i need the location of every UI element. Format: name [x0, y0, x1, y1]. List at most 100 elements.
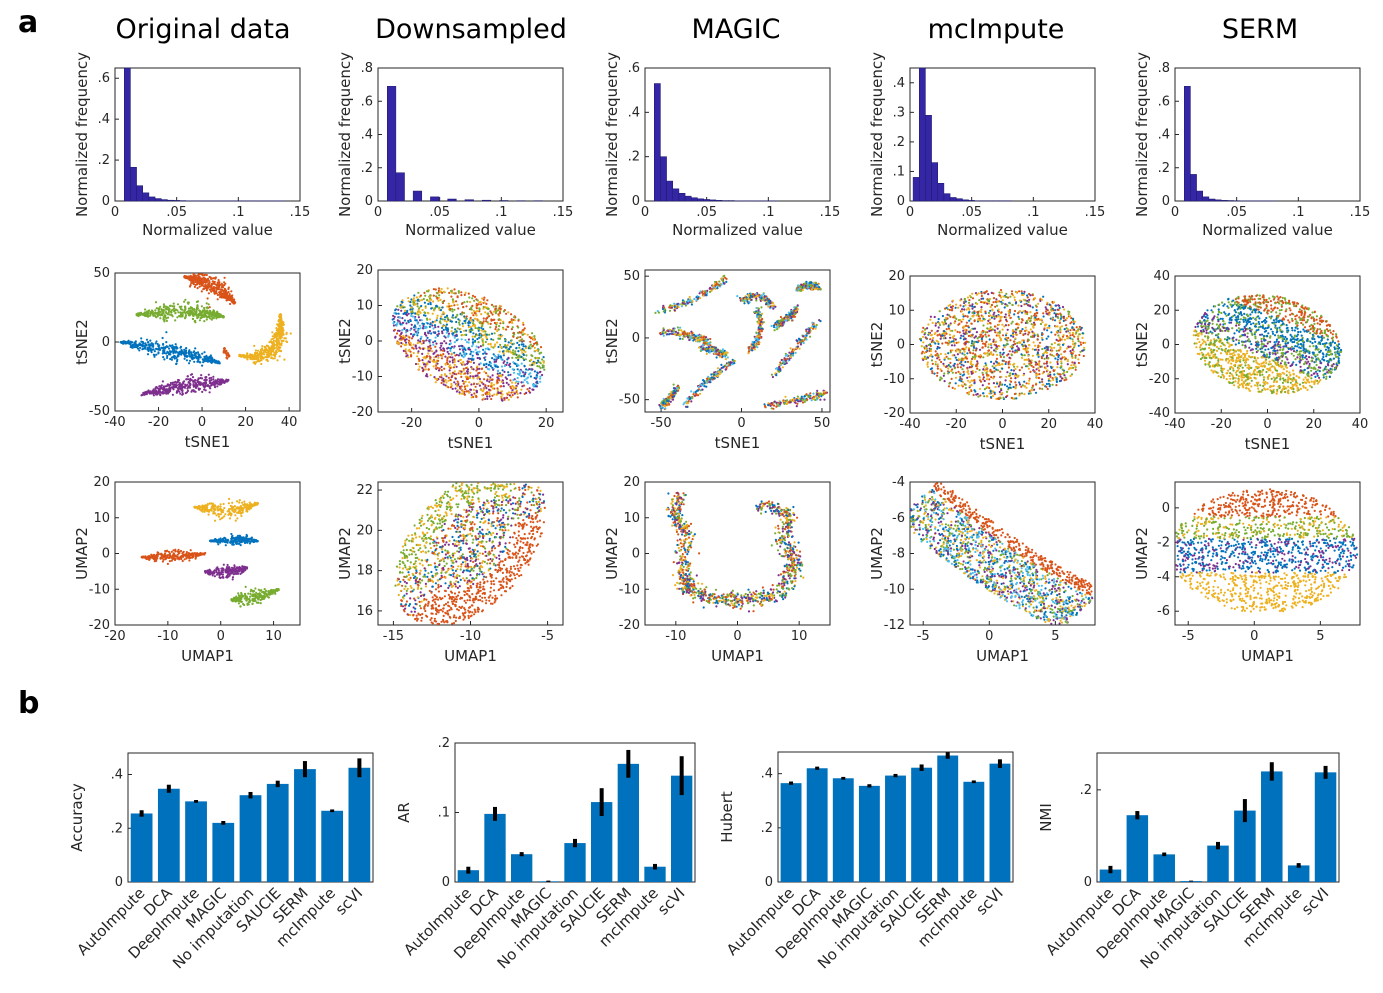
scatter-point — [203, 309, 206, 312]
scatter-point — [771, 302, 775, 305]
scatter-point — [434, 345, 437, 348]
scatter-point — [517, 326, 520, 329]
histogram-bar — [949, 197, 957, 202]
scatter-point — [516, 376, 519, 380]
scatter-point — [534, 341, 537, 345]
scatter-point — [760, 336, 763, 339]
scatter-point — [183, 348, 186, 351]
scatter-point — [161, 380, 164, 383]
scatter-point — [225, 378, 228, 381]
scatter-point — [517, 380, 520, 383]
scatter-point — [454, 387, 457, 390]
scatter-point — [500, 398, 503, 401]
scatter-point — [459, 358, 462, 361]
scatter-point — [504, 346, 508, 349]
scatter-point — [702, 294, 705, 297]
scatter-point — [459, 372, 462, 376]
scatter-point — [257, 356, 260, 359]
scatter-point — [212, 375, 215, 378]
scatter-point — [443, 373, 447, 376]
scatter-point — [498, 325, 501, 328]
scatter-point — [784, 359, 787, 362]
scatter-point — [168, 309, 171, 312]
x-tick-label: .05 — [429, 205, 450, 220]
scatter-point — [520, 388, 523, 391]
scatter-point — [484, 358, 487, 361]
scatter-point — [424, 331, 427, 334]
y-tick-label: .4 — [628, 105, 640, 120]
scatter-point — [720, 277, 724, 280]
scatter-point — [218, 281, 221, 284]
scatter-point — [220, 282, 223, 285]
scatter-point — [437, 325, 440, 328]
scatter-point — [512, 378, 515, 382]
scatter-point — [422, 341, 425, 345]
scatter-point — [259, 357, 262, 360]
scatter-point — [433, 309, 436, 312]
scatter-point — [534, 385, 537, 388]
panel-label-b: b — [18, 686, 39, 721]
scatter-point — [419, 337, 422, 340]
scatter-point — [435, 349, 438, 352]
scatter-point — [422, 363, 426, 366]
scatter-point — [195, 277, 198, 280]
scatter-point — [175, 391, 179, 394]
x-tick-label: .1 — [232, 205, 244, 220]
histogram-bar — [703, 199, 710, 202]
scatter-point — [472, 361, 475, 364]
scatter-point — [497, 309, 500, 312]
scatter-point — [198, 354, 201, 357]
scatter-point — [458, 323, 461, 326]
x-tick-label: 0 — [737, 416, 745, 431]
scatter-point — [413, 294, 416, 297]
scatter-point — [419, 347, 422, 350]
scatter-point — [530, 358, 533, 361]
scatter-point — [449, 307, 452, 310]
scatter-point — [664, 331, 667, 334]
scatter-point — [517, 319, 520, 322]
histogram-bar — [937, 183, 945, 202]
scatter-point — [289, 332, 292, 335]
scatter-point — [409, 341, 412, 344]
scatter-point — [223, 276, 226, 279]
scatter-point — [523, 364, 526, 367]
scatter-point — [754, 337, 757, 340]
scatter-point — [167, 313, 170, 316]
scatter-point — [473, 311, 476, 315]
scatter-point — [689, 299, 692, 302]
scatter-point — [454, 334, 457, 337]
scatter-point — [712, 373, 716, 376]
histogram-bar — [697, 198, 704, 202]
scatter-point — [784, 395, 787, 398]
scatter-point — [463, 319, 466, 323]
scatter-point — [476, 365, 479, 368]
scatter-point — [483, 296, 486, 299]
scatter-point — [469, 321, 472, 324]
scatter-point — [469, 300, 472, 304]
scatter-point — [464, 380, 467, 383]
scatter-point — [449, 356, 452, 359]
scatter-point — [221, 289, 224, 292]
x-tick-label: .15 — [820, 205, 841, 220]
scatter-point — [743, 299, 746, 302]
scatter-point — [486, 379, 489, 382]
scatter-point — [193, 310, 196, 313]
scatter-point — [479, 345, 482, 348]
scatter-point — [463, 352, 467, 355]
scatter-point — [168, 352, 171, 355]
scatter-point — [444, 384, 447, 387]
scatter-point — [205, 378, 208, 381]
scatter-point — [186, 375, 189, 378]
scatter-point — [277, 330, 280, 333]
scatter-point — [148, 344, 151, 347]
scatter-point — [812, 325, 816, 328]
scatter-point — [496, 329, 499, 333]
scatter-point — [518, 369, 521, 373]
scatter-point — [803, 395, 806, 398]
scatter-point — [720, 283, 723, 286]
scatter-point — [169, 387, 172, 390]
scatter-point — [404, 338, 407, 341]
scatter-point — [536, 359, 540, 362]
scatter-point — [271, 342, 274, 345]
scatter-point — [228, 294, 231, 297]
